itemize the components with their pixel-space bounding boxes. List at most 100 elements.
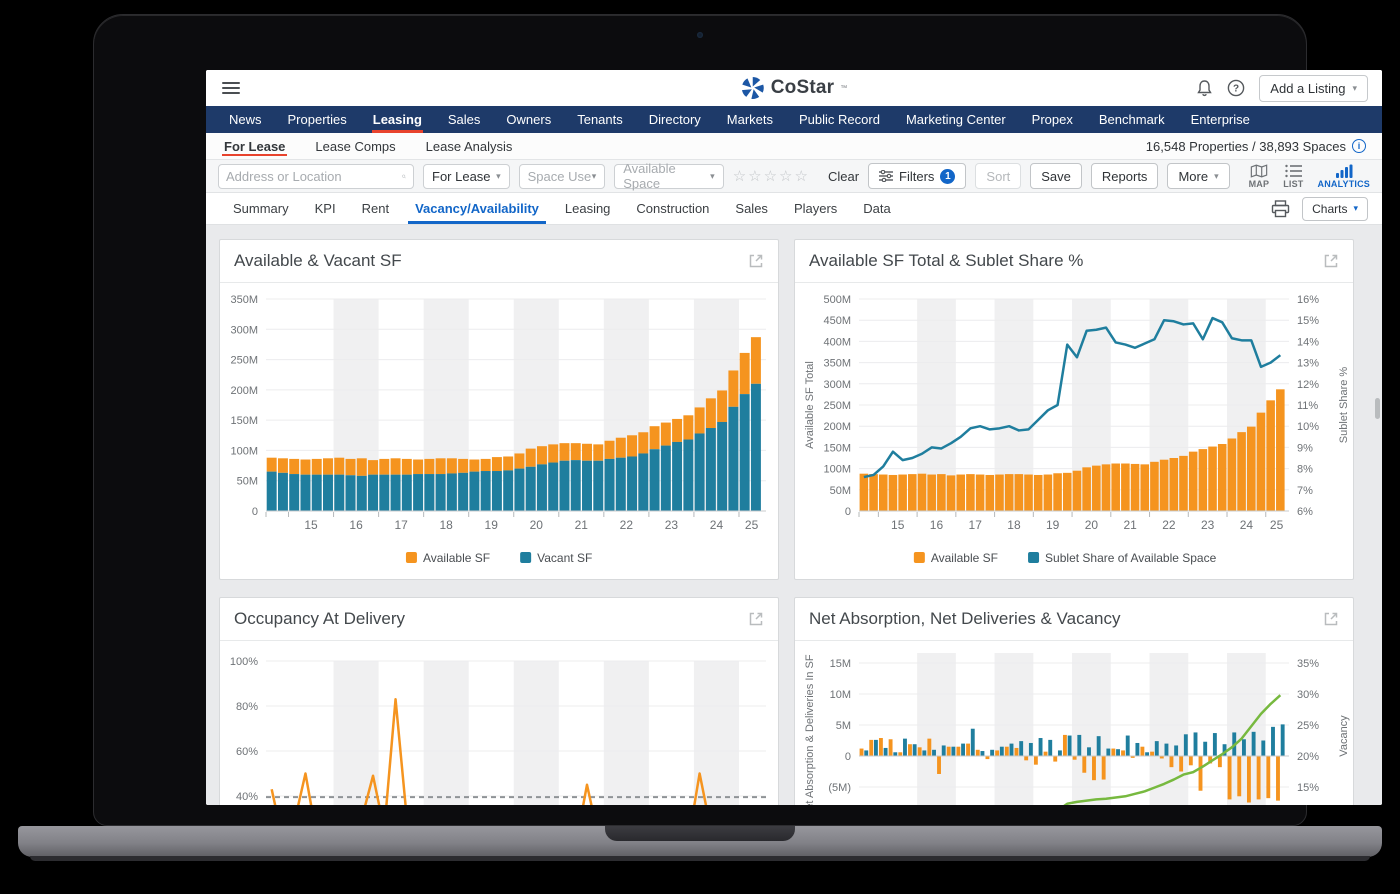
available-space-dropdown[interactable]: Available Space ▾: [614, 161, 724, 191]
svg-text:30%: 30%: [1297, 689, 1319, 701]
subnav-lease-analysis[interactable]: Lease Analysis: [425, 138, 513, 154]
tab-summary[interactable]: Summary: [233, 201, 289, 216]
nav-item-tenants[interactable]: Tenants: [577, 112, 623, 127]
info-icon[interactable]: i: [1352, 139, 1366, 153]
nav-item-public-record[interactable]: Public Record: [799, 112, 880, 127]
svg-text:16%: 16%: [1297, 294, 1319, 306]
map-view-toggle[interactable]: MAP: [1249, 163, 1270, 189]
list-view-toggle[interactable]: LIST: [1283, 164, 1303, 189]
chart-tabs-bar: Summary KPI Rent Vacancy/Availability Le…: [206, 193, 1382, 225]
tab-construction[interactable]: Construction: [636, 201, 710, 216]
help-icon[interactable]: ?: [1227, 79, 1245, 97]
chart-card-available-vacant-sf: Available & Vacant SF 350M 300M 250M 200M 15…: [219, 239, 779, 580]
expand-icon[interactable]: [748, 253, 764, 269]
vertical-scrollbar-thumb[interactable]: [1375, 398, 1380, 419]
svg-text:80%: 80%: [236, 701, 258, 713]
laptop-base-shadow: [30, 856, 1370, 861]
svg-text:100%: 100%: [230, 656, 258, 668]
svg-text:150M: 150M: [823, 442, 851, 454]
clear-button[interactable]: Clear: [827, 168, 860, 184]
tab-rent[interactable]: Rent: [361, 201, 390, 216]
svg-text:?: ?: [1233, 84, 1239, 95]
print-icon[interactable]: [1271, 199, 1290, 218]
reports-button[interactable]: Reports: [1090, 163, 1159, 189]
svg-text:5M: 5M: [836, 720, 851, 732]
svg-text:7%: 7%: [1297, 485, 1313, 497]
results-summary: 16,548 Properties / 38,893 Spaces: [1145, 138, 1346, 154]
tab-vacancy-availability[interactable]: Vacancy/Availability: [402, 193, 552, 224]
nav-item-marketing-center[interactable]: Marketing Center: [905, 112, 1006, 127]
svg-text:10%: 10%: [1297, 421, 1319, 433]
chart-title: Occupancy At Delivery: [234, 609, 406, 628]
nav-item-owners[interactable]: Owners: [506, 112, 552, 127]
svg-text:23: 23: [1201, 518, 1215, 532]
expand-icon[interactable]: [1323, 611, 1339, 627]
available-space-placeholder: Available Space: [623, 161, 676, 191]
more-button[interactable]: More ▾: [1167, 163, 1230, 189]
lease-type-dropdown[interactable]: For Lease ▾: [423, 163, 510, 189]
nav-item-propex[interactable]: Propex: [1031, 112, 1073, 127]
list-icon: [1285, 164, 1302, 177]
svg-text:18: 18: [1007, 518, 1021, 532]
costar-logo: CoStar ™: [741, 76, 848, 100]
svg-text:35%: 35%: [1297, 658, 1319, 670]
tab-sales[interactable]: Sales: [735, 201, 768, 216]
nav-item-markets[interactable]: Markets: [726, 112, 774, 127]
nav-item-directory[interactable]: Directory: [648, 112, 701, 127]
expand-icon[interactable]: [1323, 253, 1339, 269]
star-rating-filter[interactable]: ☆☆☆☆☆: [732, 167, 810, 185]
brand-trademark: ™: [840, 84, 848, 92]
svg-text:25: 25: [745, 518, 759, 532]
svg-text:6%: 6%: [1297, 506, 1313, 518]
nav-item-properties[interactable]: Properties: [287, 112, 347, 127]
svg-text:300M: 300M: [823, 379, 851, 391]
svg-text:23: 23: [665, 518, 679, 532]
add-listing-button[interactable]: Add a Listing ▾: [1259, 74, 1368, 102]
filter-bar: For Lease ▾ Space Use ▾ Available Space …: [206, 160, 1382, 193]
tab-leasing[interactable]: Leasing: [564, 201, 611, 216]
sub-nav: For Lease Lease Comps Lease Analysis 16,…: [206, 133, 1382, 160]
charts-dropdown-button[interactable]: Charts ▾: [1302, 196, 1368, 221]
chevron-down-icon: ▾: [496, 170, 501, 181]
nav-item-benchmark[interactable]: Benchmark: [1098, 112, 1165, 127]
lease-type-value: For Lease: [432, 168, 491, 184]
svg-text:350M: 350M: [823, 358, 851, 370]
tab-data[interactable]: Data: [863, 201, 891, 216]
nav-item-sales[interactable]: Sales: [447, 112, 481, 127]
chart-title: Net Absorption, Net Deliveries & Vacancy: [809, 609, 1121, 628]
svg-text:22: 22: [1162, 518, 1176, 532]
nav-item-enterprise[interactable]: Enterprise: [1190, 112, 1250, 127]
save-button[interactable]: Save: [1030, 163, 1082, 189]
chevron-down-icon: ▾: [710, 170, 715, 181]
analytics-view-toggle[interactable]: ANALYTICS: [1318, 164, 1370, 189]
svg-text:150M: 150M: [230, 415, 258, 427]
svg-text:20%: 20%: [1297, 751, 1319, 763]
svg-text:450M: 450M: [823, 315, 851, 327]
bell-icon[interactable]: [1196, 79, 1213, 97]
svg-text:200M: 200M: [823, 421, 851, 433]
main-nav: News Properties Leasing Sales Owners Ten…: [206, 106, 1382, 133]
svg-text:300M: 300M: [230, 324, 258, 336]
svg-text:15%: 15%: [1297, 315, 1319, 327]
svg-text:50M: 50M: [237, 476, 258, 488]
search-box[interactable]: [218, 163, 414, 189]
svg-text:(5M): (5M): [828, 782, 851, 794]
svg-text:60%: 60%: [236, 746, 258, 758]
svg-text:15%: 15%: [1297, 782, 1319, 794]
svg-text:0: 0: [252, 506, 258, 518]
hamburger-menu-icon[interactable]: [222, 82, 240, 94]
tab-kpi[interactable]: KPI: [314, 201, 336, 216]
nav-item-news[interactable]: News: [229, 112, 262, 127]
expand-icon[interactable]: [748, 611, 764, 627]
analytics-view-label: ANALYTICS: [1317, 178, 1370, 189]
nav-item-leasing[interactable]: Leasing: [360, 106, 435, 133]
search-input[interactable]: [226, 168, 402, 184]
tab-players[interactable]: Players: [793, 201, 838, 216]
filters-count-badge: 1: [940, 168, 956, 184]
filters-button[interactable]: Filters 1: [868, 163, 967, 189]
subnav-for-lease[interactable]: For Lease: [222, 133, 288, 159]
subnav-lease-comps[interactable]: Lease Comps: [315, 138, 396, 154]
chevron-down-icon: ▾: [1353, 203, 1358, 213]
svg-text:21: 21: [1123, 518, 1137, 532]
space-use-dropdown[interactable]: Space Use ▾: [518, 163, 606, 189]
